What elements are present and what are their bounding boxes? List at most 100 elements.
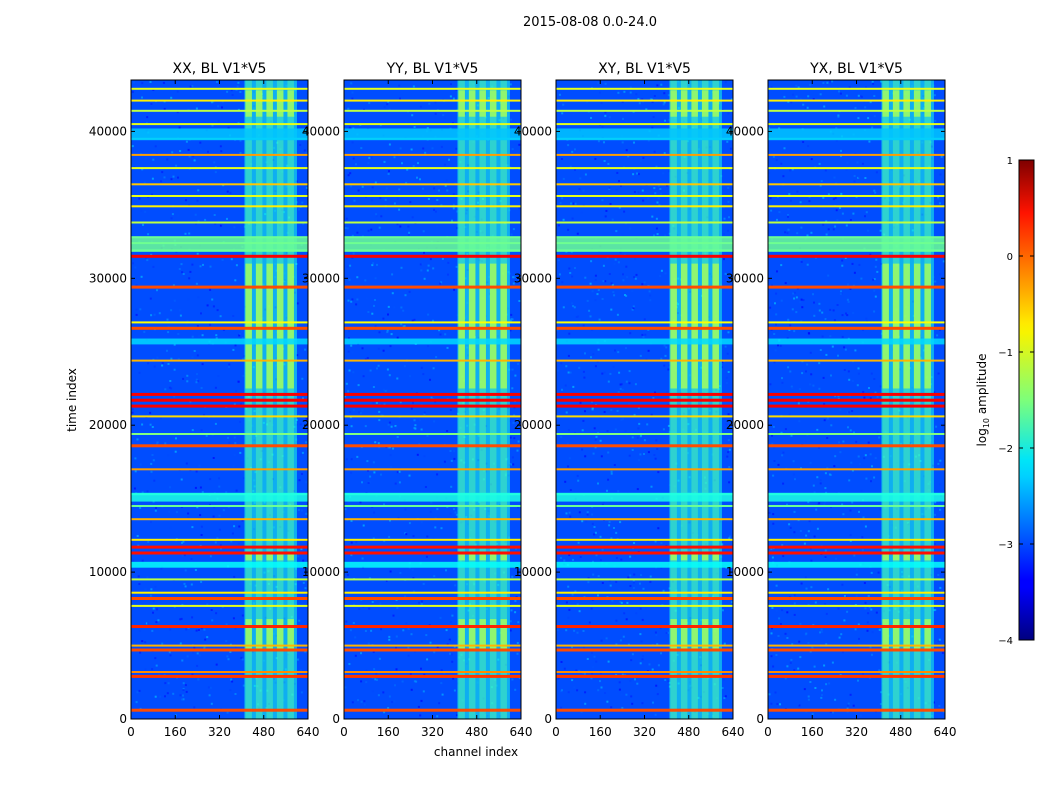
rfi-time-line [556, 551, 733, 555]
rfi-time-line [556, 392, 733, 396]
rfi-time-line [131, 195, 308, 197]
rfi-time-line [556, 359, 733, 362]
rfi-time-line [344, 321, 521, 324]
rfi-time-line [768, 392, 945, 396]
rfi-time-line [556, 321, 733, 324]
x-tick-label: 640 [510, 725, 533, 739]
rfi-time-line [131, 404, 308, 408]
y-tick-label: 10000 [726, 565, 764, 579]
rfi-time-line [131, 398, 308, 402]
rfi-time-lines [768, 87, 945, 712]
y-tick-label: 10000 [514, 565, 552, 579]
y-tick-label: 30000 [726, 271, 764, 285]
x-tick-label: 320 [633, 725, 656, 739]
rfi-time-line [768, 167, 945, 170]
rfi-time-line [768, 195, 945, 197]
rfi-time-line [131, 444, 308, 448]
y-axis-label: time index [65, 368, 79, 432]
y-tick-label: 20000 [89, 418, 127, 432]
y-tick-label: 40000 [302, 124, 340, 138]
rfi-time-line [768, 123, 945, 126]
y-tick-label: 30000 [302, 271, 340, 285]
rfi-time-line [768, 551, 945, 555]
rfi-wide-band [768, 237, 945, 252]
rfi-time-line [556, 183, 733, 186]
rfi-time-line [131, 99, 308, 102]
rfi-time-line [768, 671, 945, 673]
rfi-time-lines [556, 87, 733, 712]
rfi-time-line [556, 625, 733, 628]
colorbar: 1 0 −1 −2 −3 −4 log10 amplitude [975, 156, 1035, 647]
rfi-time-line [131, 392, 308, 396]
rfi-time-line [344, 392, 521, 396]
x-tick-label: 480 [677, 725, 700, 739]
panel-title: YY, BL V1*V5 [386, 61, 479, 77]
rfi-time-line [131, 644, 308, 647]
rfi-time-line [768, 221, 945, 224]
rfi-wide-band [131, 237, 308, 252]
y-tick-label: 30000 [89, 271, 127, 285]
rfi-wide-band [131, 492, 308, 502]
x-tick-label: 160 [589, 725, 612, 739]
rfi-time-line [768, 321, 945, 324]
rfi-time-line [768, 183, 945, 186]
rfi-time-line [556, 674, 733, 678]
rfi-wide-band [344, 561, 521, 568]
rfi-time-line [556, 167, 733, 170]
rfi-time-line [131, 625, 308, 628]
y-tick-label: 0 [544, 712, 552, 726]
rfi-time-line [344, 648, 521, 652]
rfi-time-line [131, 468, 308, 471]
rfi-time-line [344, 674, 521, 678]
panel-xx: XX, BL V1*V5 0 160 320 480 640 0 10000 20000 3000… [89, 61, 320, 739]
rfi-wide-band [768, 128, 945, 141]
rfi-time-line [344, 254, 521, 258]
colorbar-tick-label: −1 [998, 348, 1013, 359]
rfi-time-line [131, 671, 308, 673]
rfi-time-line [556, 404, 733, 408]
rfi-wide-band [131, 128, 308, 141]
panel-xy: XY, BL V1*V5 0 160 320 480 640 0 10000 20000 3000… [514, 61, 745, 739]
rfi-time-line [556, 708, 733, 712]
rfi-time-line [131, 359, 308, 362]
rfi-time-line [131, 321, 308, 324]
rfi-time-line [768, 359, 945, 362]
rfi-time-line [768, 518, 945, 521]
rfi-time-line [344, 444, 521, 448]
rfi-time-line [344, 183, 521, 186]
rfi-time-line [131, 708, 308, 712]
rfi-time-line [768, 644, 945, 647]
rfi-wide-band [131, 561, 308, 568]
rfi-time-line [768, 545, 945, 549]
rfi-time-line [556, 415, 733, 418]
rfi-time-line [556, 518, 733, 521]
colorbar-tick-label: 0 [1007, 252, 1013, 263]
rfi-wide-band [768, 338, 945, 345]
rfi-wide-band [344, 338, 521, 345]
rfi-time-line [768, 708, 945, 712]
y-tick-label: 0 [119, 712, 127, 726]
rfi-time-line [131, 123, 308, 126]
rfi-time-line [556, 109, 733, 112]
rfi-time-line [556, 221, 733, 224]
panel-title: XY, BL V1*V5 [598, 61, 691, 77]
y-tick-label: 0 [756, 712, 764, 726]
rfi-time-line [344, 123, 521, 126]
rfi-time-line [556, 505, 733, 507]
rfi-wide-band [556, 338, 733, 345]
rfi-time-line [344, 591, 521, 594]
rfi-time-line [131, 326, 308, 330]
y-tick-label: 10000 [89, 565, 127, 579]
rfi-time-line [768, 285, 945, 289]
colorbar-tick-label: −2 [998, 444, 1013, 455]
x-tick-label: 320 [208, 725, 231, 739]
panel-title: YX, BL V1*V5 [809, 61, 903, 77]
x-axis-label: channel index [434, 745, 518, 759]
rfi-time-line [768, 326, 945, 330]
rfi-wide-band [768, 561, 945, 568]
y-tick-label: 10000 [302, 565, 340, 579]
rfi-time-line [768, 205, 945, 208]
rfi-time-line [556, 671, 733, 673]
x-tick-label: 320 [845, 725, 868, 739]
